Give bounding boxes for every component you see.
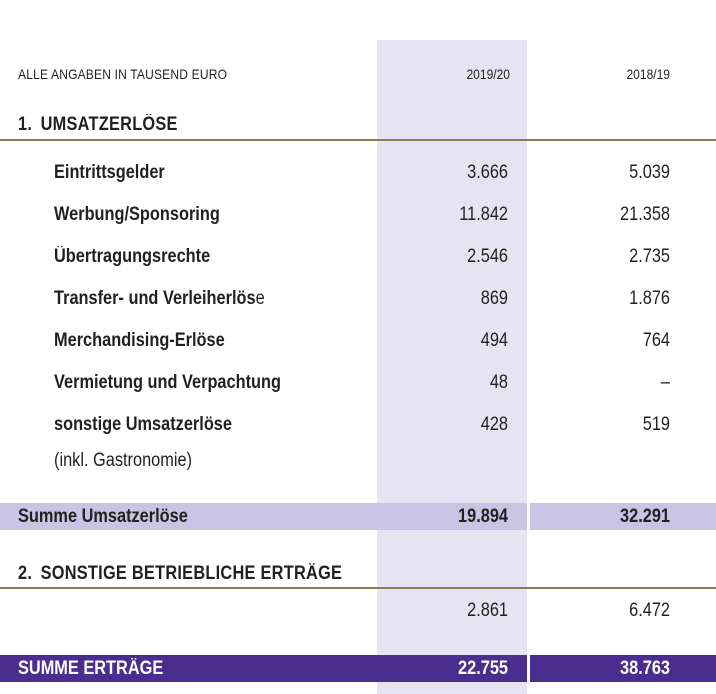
row-label: Vermietung und Verpachtung xyxy=(54,372,281,393)
value-2019-20: 3.666 xyxy=(467,162,508,183)
unit-label: ALLE ANGABEN IN TAUSEND EURO xyxy=(18,66,228,82)
subtotal-2018-19: 32.291 xyxy=(620,506,670,527)
value-2018-19: 2.735 xyxy=(629,246,670,267)
value-2019-20: 869 xyxy=(480,288,508,309)
section2-value-2019-20: 2.861 xyxy=(467,600,508,621)
value-2018-19: 764 xyxy=(642,330,670,351)
value-2019-20: 428 xyxy=(480,414,508,435)
total-row xyxy=(0,655,716,682)
section-divider xyxy=(0,139,716,141)
value-2019-20: 494 xyxy=(480,330,508,351)
subtotal-row xyxy=(0,503,716,530)
current-year-column-highlight xyxy=(377,40,527,694)
year-current-header: 2019/20 xyxy=(466,66,510,82)
value-2018-19: 21.358 xyxy=(620,204,670,225)
value-2019-20: 48 xyxy=(489,372,508,393)
value-2018-19: – xyxy=(660,372,670,393)
total-2019-20: 22.755 xyxy=(458,658,508,679)
total-2018-19: 38.763 xyxy=(620,658,670,679)
section1-title: 1. UMSATZERLÖSE xyxy=(18,114,178,135)
value-2019-20: 2.546 xyxy=(467,246,508,267)
value-2018-19: 1.876 xyxy=(629,288,670,309)
value-2018-19: 519 xyxy=(642,414,670,435)
section-divider xyxy=(0,587,716,589)
subtotal-2019-20: 19.894 xyxy=(458,506,508,527)
row-label: Übertragungsrechte xyxy=(54,246,211,267)
row-label-suffix: e xyxy=(255,288,265,309)
row-label: Transfer- und Verleiherlöse xyxy=(54,288,265,310)
value-2019-20: 11.842 xyxy=(459,204,508,225)
row-sublabel: (inkl. Gastronomie) xyxy=(54,450,193,471)
total-label: SUMME ERTRÄGE xyxy=(18,658,164,679)
row-label: Eintrittsgelder xyxy=(54,162,165,183)
value-2018-19: 5.039 xyxy=(629,162,670,183)
section2-value-2018-19: 6.472 xyxy=(629,600,670,621)
row-label: Werbung/Sponsoring xyxy=(54,204,220,225)
row-label: Merchandising-Erlöse xyxy=(54,330,225,351)
column-gap xyxy=(527,503,530,530)
row-label-main: Transfer- und Verleiherlös xyxy=(54,288,256,309)
column-gap xyxy=(527,655,530,682)
section2-title: 2. SONSTIGE BETRIEBLICHE ERTRÄGE xyxy=(18,563,343,584)
row-label: sonstige Umsatzerlöse xyxy=(54,414,232,435)
subtotal-label: Summe Umsatzerlöse xyxy=(18,506,188,527)
year-previous-header: 2018/19 xyxy=(626,66,670,82)
